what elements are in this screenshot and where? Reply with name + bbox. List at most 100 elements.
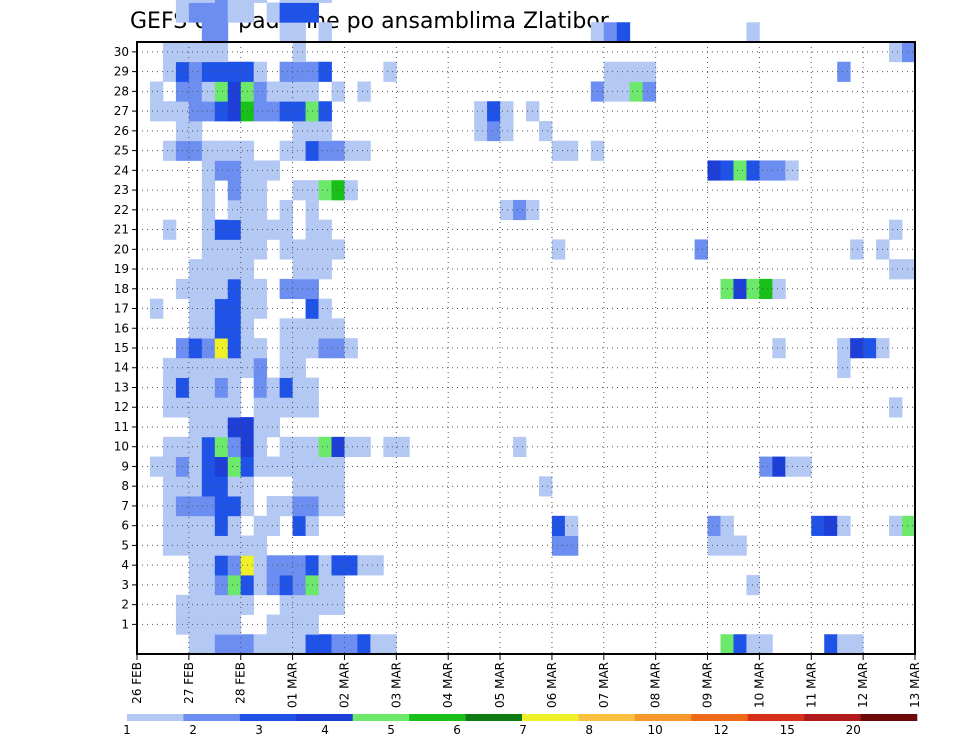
heatmap-cell (253, 634, 268, 655)
heatmap-cell (253, 61, 268, 82)
heatmap-cell (344, 338, 358, 359)
heatmap-cell (720, 634, 734, 655)
heatmap-cell (733, 278, 747, 300)
heatmap-cell (162, 61, 177, 82)
heatmap-cell (772, 278, 786, 300)
colorbar-label: 1 (123, 723, 131, 737)
heatmap-cell (279, 436, 293, 457)
heatmap-cell (551, 140, 566, 161)
heatmap-cell (162, 496, 177, 517)
heatmap-cell (889, 42, 903, 63)
heatmap-cell (201, 318, 216, 339)
heatmap-cell (201, 239, 216, 260)
heatmap-cell (188, 377, 203, 398)
heatmap-cell (500, 101, 514, 122)
heatmap-cell (318, 298, 332, 319)
heatmap-cell (629, 61, 644, 82)
heatmap-cell (201, 476, 216, 497)
heatmap-cell (162, 219, 177, 240)
colorbar-label: 7 (519, 723, 527, 737)
heatmap-cell (902, 259, 916, 280)
heatmap-cell (331, 575, 345, 596)
heatmap-cell (214, 634, 229, 655)
heatmap-cell (214, 614, 229, 635)
heatmap-cell (863, 338, 877, 359)
heatmap-cell (279, 575, 293, 596)
heatmap-cell (227, 239, 242, 260)
heatmap-cell (357, 634, 371, 655)
heatmap-cell (318, 101, 332, 122)
heatmap-cell (214, 61, 229, 82)
heatmap-cell (214, 42, 229, 63)
heatmap-cell (331, 318, 345, 339)
heatmap-cell (759, 278, 773, 300)
heatmap-cell (305, 0, 319, 3)
heatmap-cell (292, 515, 306, 536)
heatmap-cell (279, 239, 293, 260)
heatmap-cell (318, 575, 332, 596)
x-tick-label: 12 MAR (856, 662, 870, 708)
heatmap-cell (201, 377, 216, 398)
heatmap-cell (201, 42, 216, 63)
colorbar-label: 5 (387, 723, 395, 737)
heatmap-cell (279, 81, 293, 102)
heatmap-cell (149, 101, 164, 122)
heatmap-cell (201, 496, 216, 517)
heatmap-cell (564, 535, 579, 556)
heatmap-cell (201, 436, 216, 457)
heatmap-cell (318, 120, 332, 142)
heatmap-cell (188, 594, 203, 615)
heatmap-cell (214, 594, 229, 615)
y-tick-label: 8 (121, 479, 129, 493)
heatmap-cell (188, 81, 203, 102)
heatmap-cell (201, 160, 216, 181)
heatmap-cell (201, 594, 216, 615)
heatmap-cell (305, 2, 319, 23)
heatmap-cell (331, 338, 345, 359)
colorbar: 1 2 3 4 5 6 7 8 10 12 15 20 (123, 714, 918, 737)
heatmap-cell (564, 515, 579, 536)
heatmap-cell (214, 22, 229, 43)
heatmap-cell (227, 219, 242, 240)
heatmap-cell (188, 338, 203, 359)
heatmap-cell (227, 199, 242, 221)
heatmap-cell (188, 101, 203, 122)
heatmap-cell (162, 397, 177, 418)
heatmap-cell (850, 338, 864, 359)
heatmap-cell (318, 456, 332, 477)
heatmap-cell (513, 436, 527, 457)
heatmap-cell (188, 61, 203, 82)
heatmap-cell (227, 259, 242, 280)
heatmap-cell (214, 377, 229, 398)
heatmap-cell (850, 634, 864, 655)
heatmap-cell (798, 456, 812, 477)
heatmap-cell (227, 81, 242, 102)
heatmap-cell (253, 417, 268, 438)
heatmap-cell (253, 436, 268, 457)
x-axis: 26 FEB 27 FEB 28 FEB 01 MAR 02 MAR 03 MAR 04 M… (130, 654, 922, 708)
heatmap-cell (253, 278, 268, 300)
heatmap-cell (279, 22, 293, 43)
heatmap-cell (227, 476, 242, 497)
heatmap-cell (837, 338, 851, 359)
heatmap-cell (188, 515, 203, 536)
y-tick-label: 17 (114, 302, 129, 316)
heatmap-cell (201, 81, 216, 102)
heatmap-cell (149, 81, 164, 102)
heatmap-cell (292, 436, 306, 457)
heatmap-cell (279, 101, 293, 122)
x-tick-label: 06 MAR (545, 662, 559, 708)
heatmap-cell (253, 377, 268, 398)
colorbar-swatch (239, 714, 297, 721)
heatmap-cell (214, 219, 229, 240)
y-tick-label: 7 (121, 499, 129, 513)
heatmap-cell (201, 338, 216, 359)
y-tick-label: 2 (121, 598, 129, 612)
heatmap-cell (733, 634, 747, 655)
heatmap-cell (318, 239, 332, 260)
colorbar-swatch (352, 714, 410, 721)
heatmap-cell (772, 338, 786, 359)
heatmap-cell (331, 496, 345, 517)
heatmap-cell (292, 614, 306, 635)
heatmap-cell (201, 397, 216, 418)
